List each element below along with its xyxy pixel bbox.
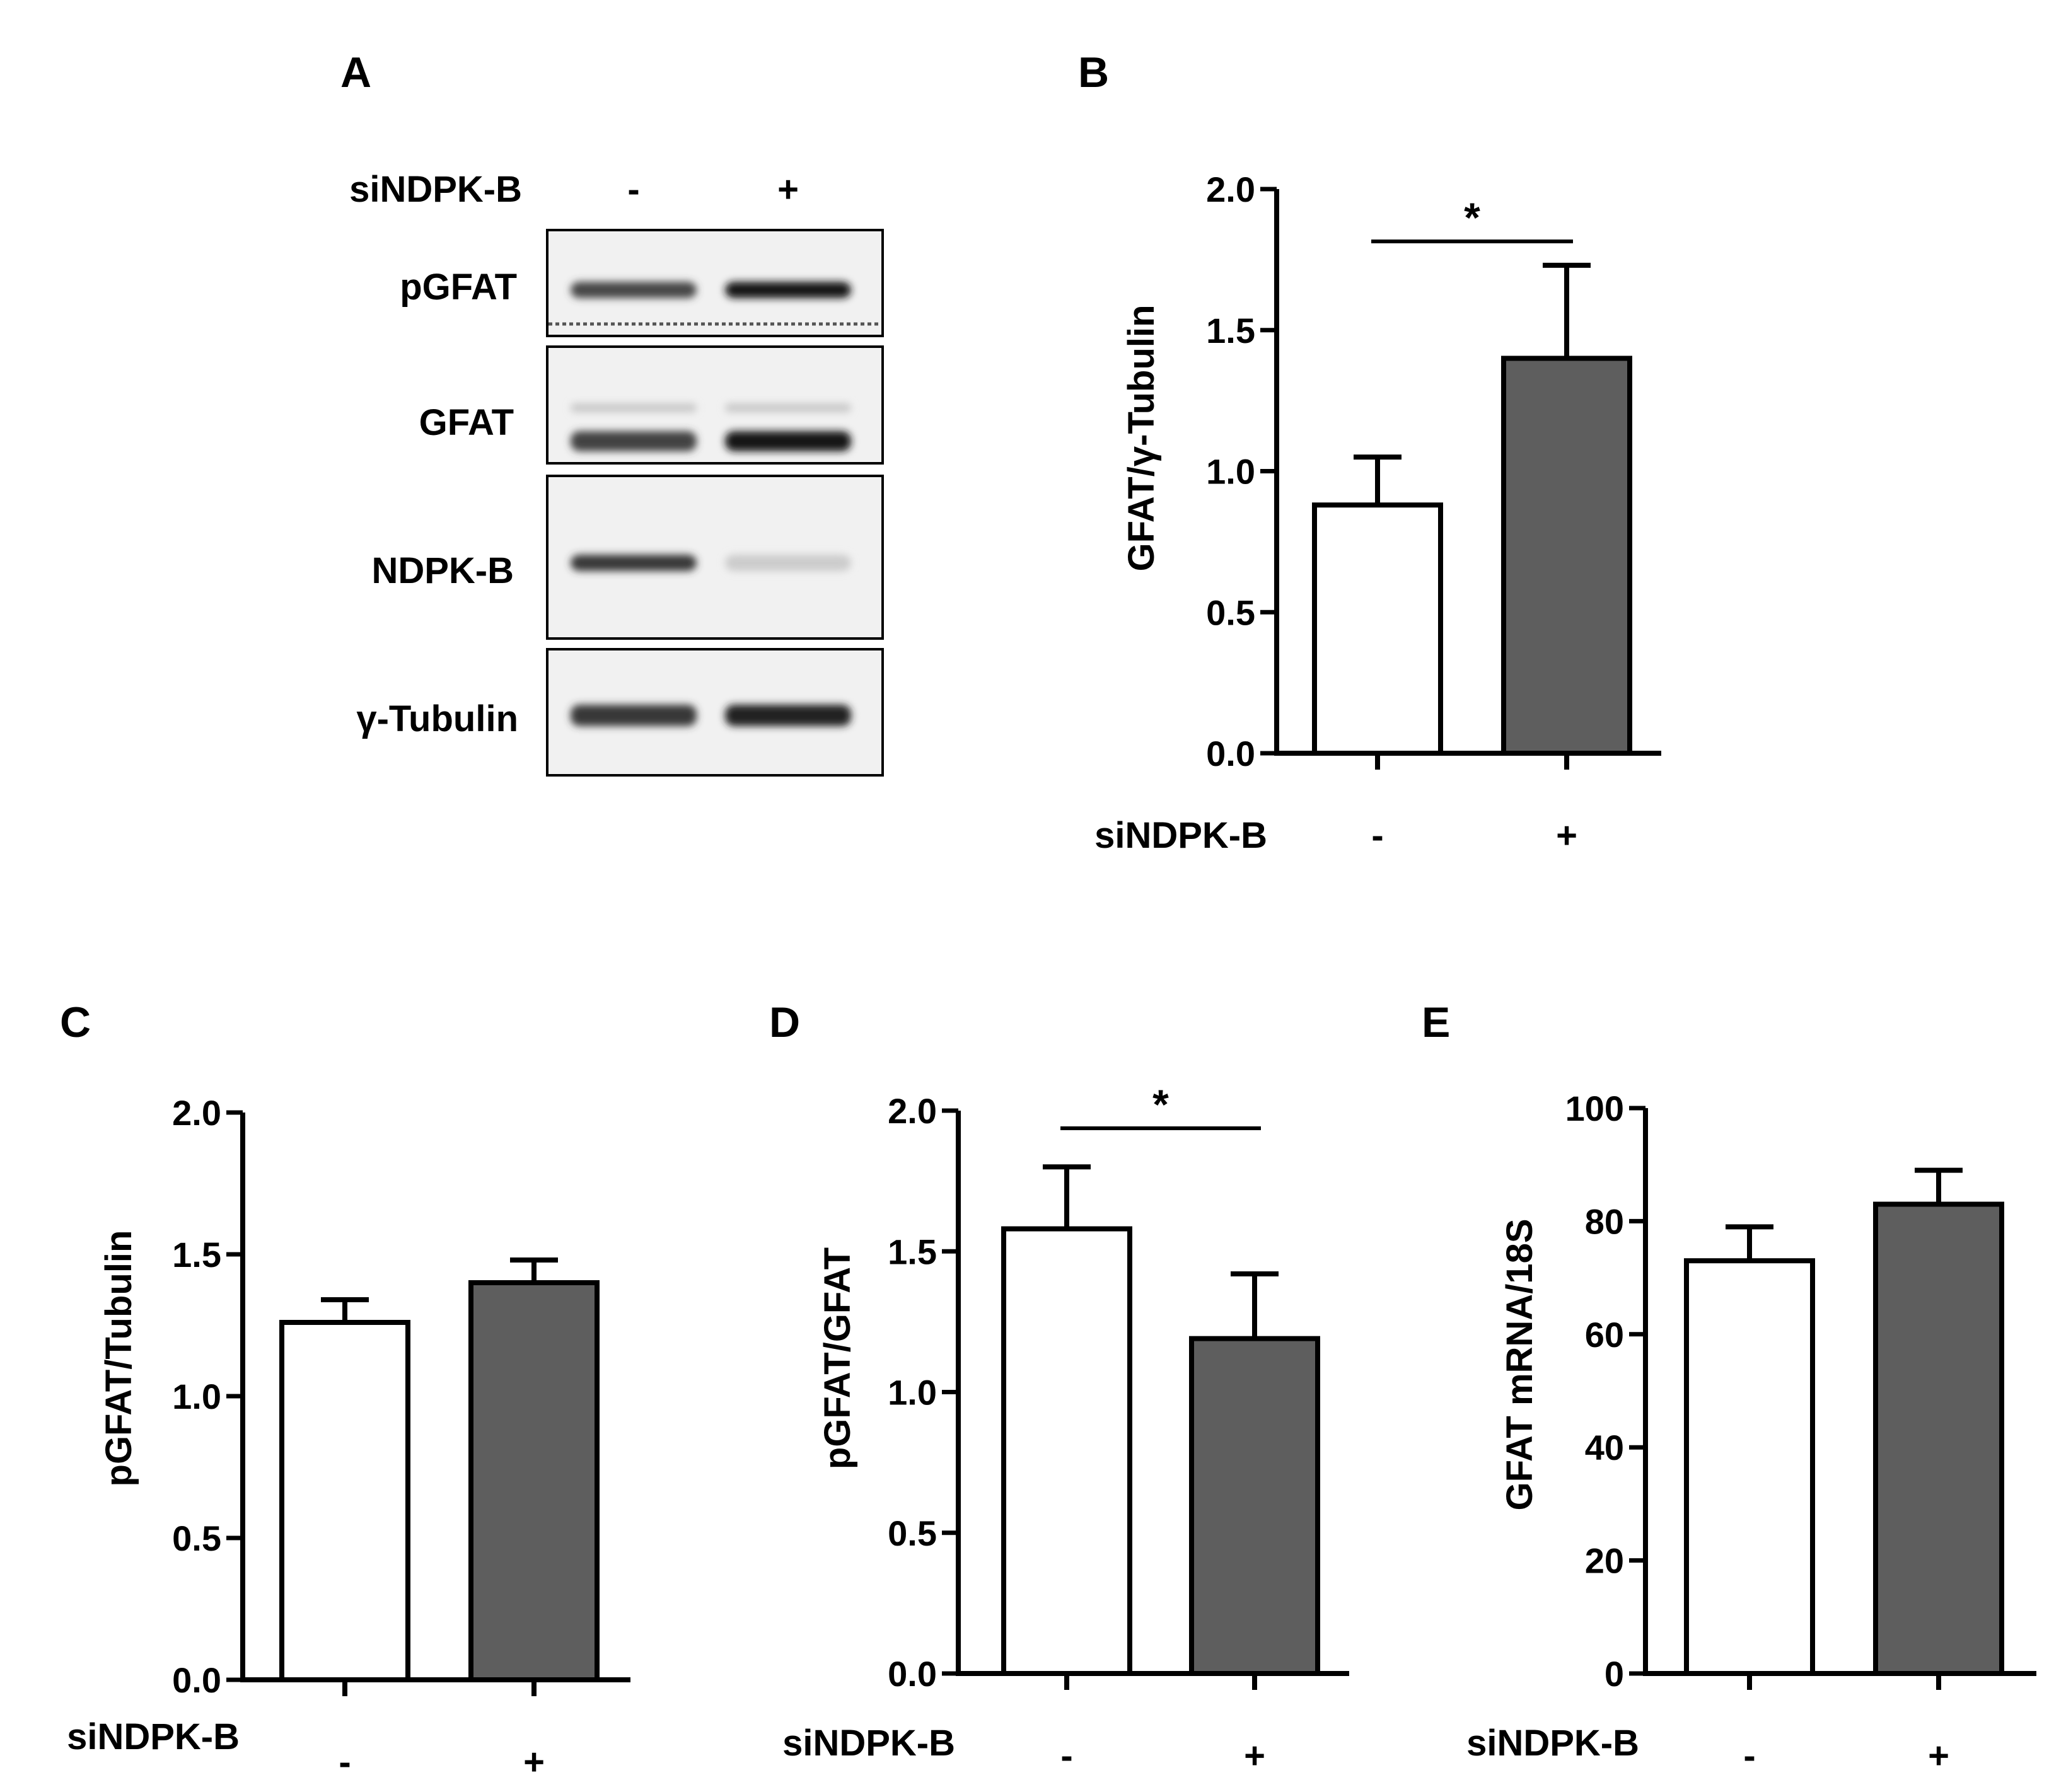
panel-a-lane-minus: -: [627, 169, 639, 210]
chart-c-y-tick-label: 2.0: [172, 1093, 221, 1133]
chart-e-category-label: +: [1928, 1735, 1949, 1776]
chart-c-category-label: +: [523, 1742, 545, 1783]
chart-e-bar-treated: [1873, 1201, 2004, 1676]
chart-c-bar-control: [279, 1320, 410, 1682]
chart-b-y-tick-label: 2.0: [1206, 170, 1255, 209]
chart-e-bar-control: [1684, 1258, 1815, 1676]
panel-d-label: D: [769, 998, 800, 1046]
chart-e-y-tick-label: 100: [1565, 1089, 1624, 1128]
blot-band-4-lane-1: [571, 705, 697, 726]
chart-c-y-tick-label: 1.5: [172, 1235, 221, 1275]
panel-e-label: E: [1422, 998, 1450, 1046]
panel-c-label: C: [60, 998, 91, 1046]
blot-band-1-lane-2: [725, 282, 851, 298]
chart-e-y-tick-label: 80: [1585, 1201, 1624, 1241]
chart-b-category-label: +: [1556, 815, 1577, 856]
chart-d-y-tick-label: 2.0: [888, 1091, 937, 1131]
blot-band-3-lane-1: [571, 555, 697, 571]
chart-b-x-axis-label: siNDPK-B: [1094, 815, 1267, 856]
chart-c-x-axis-label: siNDPK-B: [67, 1716, 240, 1757]
chart-d-bar-control: [1001, 1226, 1132, 1676]
blot-label-ndpk-b: NDPK-B: [371, 550, 514, 591]
chart-e-y-axis-label: GFAT mRNA/18S: [1499, 1218, 1540, 1510]
blot-band-3-lane-2: [725, 555, 851, 571]
chart-d-y-tick-label: 1.5: [888, 1232, 937, 1271]
chart-d-y-tick-label: 1.0: [888, 1373, 937, 1413]
chart-b-y-axis-label: GFAT/γ-Tubulin: [1121, 304, 1162, 571]
blot-label-pgfat: pGFAT: [400, 267, 517, 308]
blot-label-gamma-tubulin: γ-Tubulin: [356, 698, 518, 739]
chart-d-y-axis-label: pGFAT/GFAT: [817, 1247, 858, 1469]
chart-d-y-tick-label: 0.0: [888, 1654, 937, 1694]
blot-frames: [546, 229, 884, 777]
chart-b-y-tick-label: 1.0: [1206, 452, 1255, 492]
chart-e-category-label: -: [1743, 1735, 1755, 1776]
chart-b-y-tick-label: 0.5: [1206, 593, 1255, 632]
chart-e-y-tick-label: 40: [1585, 1428, 1624, 1467]
chart-d-bar-treated: [1189, 1336, 1320, 1677]
chart-d-category-label: +: [1244, 1735, 1265, 1776]
chart-c-category-label: -: [339, 1742, 351, 1783]
chart-e-y-tick-label: 20: [1585, 1541, 1624, 1581]
chart-b-significance-star: *: [1464, 194, 1480, 241]
blot-band-4-lane-2: [725, 705, 851, 726]
chart-e: E GFAT mRNA/18S siNDPK-B 0 20 40 60 80 100 - +: [1422, 998, 2036, 1776]
chart-e-y-tick-label: 60: [1585, 1315, 1624, 1355]
chart-e-x-axis-label: siNDPK-B: [1466, 1723, 1639, 1764]
chart-b-bar-control: [1312, 502, 1443, 756]
blot-band-1-lane-1: [571, 282, 697, 298]
chart-b-category-label: -: [1371, 815, 1383, 856]
panel-b-label: B: [1078, 49, 1109, 96]
blot-band-2-lane-2: [725, 431, 851, 451]
chart-e-y-tick-label: 0: [1605, 1654, 1624, 1694]
chart-c-y-tick-label: 0.5: [172, 1518, 221, 1558]
chart-c-y-axis-label: pGFAT/Tubulin: [98, 1230, 139, 1487]
blot-band-2-upper-lane-2: [725, 403, 851, 412]
panel-a-western-blot: A siNDPK-B - + pGFAT GFAT NDPK-B γ-Tubul…: [340, 49, 884, 777]
chart-d-significance-star: *: [1152, 1081, 1169, 1128]
chart-b-y-tick-label: 0.0: [1206, 734, 1255, 773]
chart-c: C pGFAT/Tubulin siNDPK-B 0.0 0.5 1.0 1.5 2.0…: [60, 998, 630, 1783]
chart-d-category-label: -: [1060, 1735, 1072, 1776]
chart-d-y-tick-label: 0.5: [888, 1513, 937, 1553]
blot-label-gfat: GFAT: [419, 402, 514, 443]
chart-d-x-axis-label: siNDPK-B: [782, 1723, 955, 1764]
chart-b-y-tick-label: 1.5: [1206, 311, 1255, 350]
chart-c-y-tick-label: 1.0: [172, 1377, 221, 1416]
panel-a-treatment-label: siNDPK-B: [349, 169, 522, 210]
chart-d: D pGFAT/GFAT siNDPK-B 0.0 0.5 1.0 1.5 2.0 - + *: [769, 998, 1349, 1776]
blot-band-2-lane-1: [571, 431, 697, 451]
blot-band-2-upper-lane-1: [571, 403, 697, 412]
panel-a-lane-plus: +: [777, 169, 799, 210]
chart-c-bar-treated: [468, 1280, 600, 1682]
chart-c-y-tick-label: 0.0: [172, 1660, 221, 1700]
panel-a-label: A: [340, 49, 371, 96]
chart-b-bar-treated: [1501, 356, 1632, 756]
chart-b: B GFAT/γ-Tubulin siNDPK-B 0.0 0.5 1.0 1.5 2.…: [1078, 49, 1661, 856]
